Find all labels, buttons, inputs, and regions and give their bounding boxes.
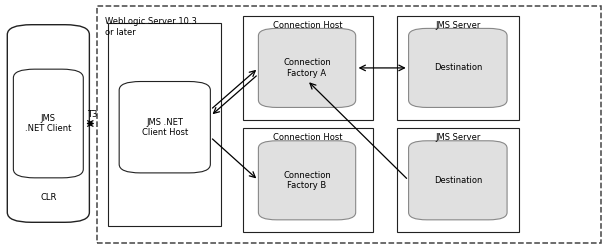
Text: JMS .NET
Client Host: JMS .NET Client Host	[142, 118, 188, 137]
Text: WebLogic Server 10.3
or later: WebLogic Server 10.3 or later	[105, 17, 196, 37]
Bar	[397, 16, 519, 120]
FancyBboxPatch shape	[258, 28, 356, 107]
Text: JMS Server: JMS Server	[435, 21, 480, 30]
Text: Destination: Destination	[434, 176, 482, 185]
Bar	[97, 6, 601, 243]
Bar	[243, 128, 373, 232]
Text: JMS Server: JMS Server	[435, 133, 480, 142]
Text: CLR: CLR	[40, 193, 57, 202]
FancyBboxPatch shape	[119, 82, 210, 173]
Text: JMS
.NET Client: JMS .NET Client	[25, 114, 72, 133]
Bar	[108, 23, 221, 226]
Text: Connection Host: Connection Host	[273, 21, 343, 30]
Text: T3: T3	[86, 110, 97, 119]
Text: Connection
Factory B: Connection Factory B	[283, 171, 331, 190]
FancyBboxPatch shape	[7, 25, 89, 222]
Bar	[243, 16, 373, 120]
Text: Destination: Destination	[434, 63, 482, 72]
FancyBboxPatch shape	[409, 28, 507, 107]
Text: Connection
Factory A: Connection Factory A	[283, 58, 331, 78]
Text: Connection Host: Connection Host	[273, 133, 343, 142]
FancyBboxPatch shape	[409, 141, 507, 220]
FancyBboxPatch shape	[258, 141, 356, 220]
Bar	[397, 128, 519, 232]
FancyBboxPatch shape	[13, 69, 83, 178]
